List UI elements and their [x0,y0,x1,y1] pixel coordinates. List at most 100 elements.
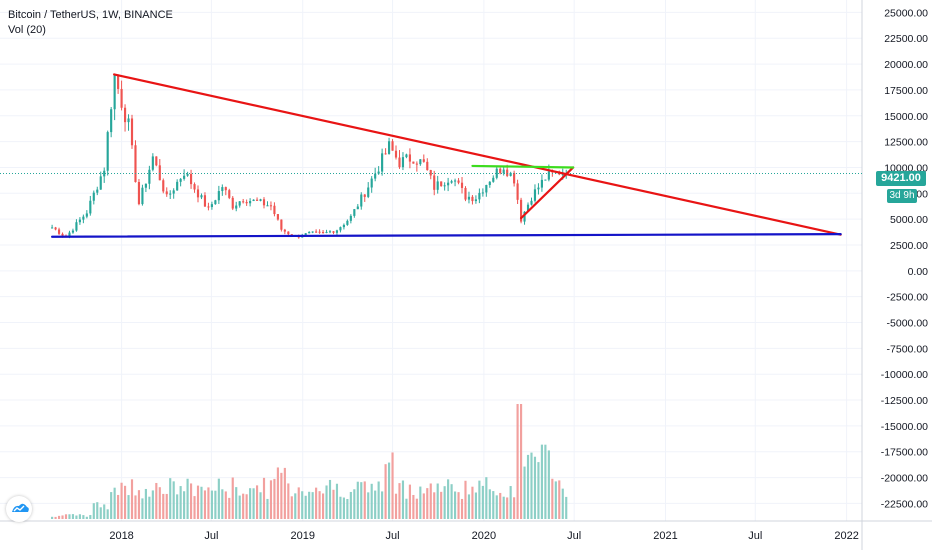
volume-bar [155,482,158,519]
candle-body [238,201,241,206]
volume-bar [509,486,512,519]
volume-bar [506,497,509,519]
candle-body [325,231,328,233]
x-tick-label: Jul [386,530,400,542]
candle-body [82,216,85,220]
candle-body [242,201,245,203]
candle-body [169,193,172,195]
candle-body [207,206,210,208]
candle-body [356,206,359,210]
candle-body [464,187,467,200]
x-tick-label: Jul [204,530,218,542]
candle-body [533,189,537,201]
volume-bar [141,498,144,519]
volume-bar [238,495,241,519]
trendline-green[interactable] [471,164,575,169]
candle-body [363,194,366,197]
volume-bar [249,488,252,519]
x-tick-label: Jul [567,530,581,542]
y-tick-label: 2500.00 [890,240,928,252]
volume-bar [387,462,391,519]
volume-bar [349,491,352,519]
candle-body [273,205,276,215]
candle-body [537,187,540,190]
candle-body [467,196,471,200]
y-tick-label: -17500.00 [881,447,928,459]
y-tick-label: -22500.00 [881,498,928,510]
candle-body [224,187,227,191]
volume-bar [447,479,450,519]
candle-body [360,194,363,207]
trendline-blue[interactable] [51,233,842,238]
candle-body [276,214,279,220]
volume-bar [353,489,356,519]
y-tick-label: 12500.00 [884,137,928,149]
volume-bar [75,515,78,519]
candle-body [262,199,266,206]
candle-body [103,170,106,177]
candle-body [519,199,523,222]
candle-body [328,231,332,233]
candle-body [405,154,408,158]
volume-bar [401,480,405,519]
volume-bar [429,483,432,519]
volume-bar [92,503,95,519]
candle-body [419,159,422,165]
candle-body [141,187,144,205]
volume-bar [231,477,234,519]
volume-bar [71,514,75,519]
volume-bar [130,479,134,519]
volume-bar [398,483,401,519]
candle-body [214,200,217,205]
volume-bar [436,483,439,519]
y-tick-label: 15000.00 [884,111,928,123]
candle-body [530,200,533,205]
candle-body [203,195,207,207]
candle-body [506,169,509,176]
candle-body [183,175,186,179]
volume-bar [245,494,248,519]
candle-body [280,219,283,230]
volume-bar [186,478,189,519]
candle-body [106,132,109,171]
candle-body [228,190,231,198]
volume-bar [426,488,429,519]
trendline-red[interactable] [519,166,575,220]
candle-body [179,178,182,182]
volume-bar [117,494,120,519]
candle-body [54,227,57,230]
volume-bar [405,498,408,519]
volume-bar [415,498,418,519]
volume-bar [106,509,109,519]
tradingview-logo-icon[interactable] [6,496,32,522]
volume-bar [384,464,387,519]
y-tick-label: -20000.00 [881,473,928,485]
volume-bar [467,494,471,519]
candle-body [509,172,512,176]
candle-body [148,169,151,184]
y-tick-label: 25000.00 [884,7,928,19]
candle-body [422,159,425,162]
candle-body [447,182,450,186]
candle-body [544,179,547,181]
trendline-red[interactable] [113,73,842,236]
volume-bar [99,507,102,519]
volume-bar [221,489,224,519]
candle-body [172,190,175,194]
volume-bar [471,486,474,519]
volume-bar [280,472,283,519]
candle-body [137,182,141,205]
chart-legend: Bitcoin / TetherUS, 1W, BINANCE Vol (20) [8,8,173,38]
candle-body [134,145,137,183]
volume-bar [276,467,279,519]
volume-bar [551,478,554,519]
symbol-label: Bitcoin / TetherUS, 1W, BINANCE [8,9,173,21]
candle-body [120,88,123,108]
volume-bar [457,492,460,519]
volume-bar [374,490,377,519]
candle-body [547,171,550,180]
candle-body [283,229,286,232]
candle-body [200,195,203,198]
